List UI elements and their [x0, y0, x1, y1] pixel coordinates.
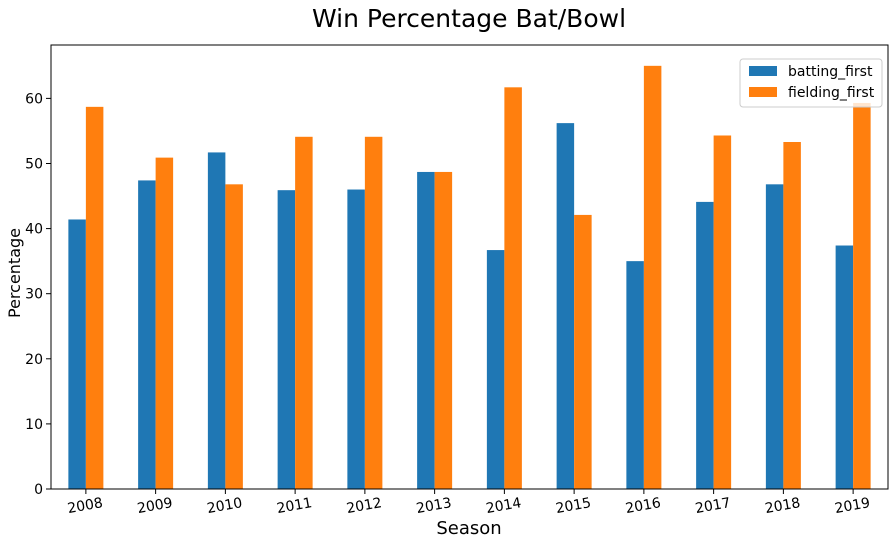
x-tick-label: 2011: [275, 495, 313, 517]
bar-batting_first-2012: [347, 189, 365, 489]
bar-fielding_first-2019: [853, 102, 871, 489]
bar-fielding_first-2017: [713, 135, 732, 489]
x-axis-label: Season: [436, 518, 501, 539]
x-tick-label: 2018: [764, 495, 802, 517]
bar-batting_first-2010: [207, 152, 226, 489]
bar-batting_first-2013: [417, 171, 435, 490]
x-tick-label: 2014: [485, 495, 523, 517]
y-axis: 0 10 20 30 40 50 60: [25, 91, 51, 498]
bar-batting_first-2009: [138, 180, 156, 489]
y-tick-label: 10: [25, 417, 43, 433]
bar-batting_first-2015: [556, 123, 575, 489]
y-tick-label: 60: [25, 91, 43, 107]
x-tick-label: 2010: [206, 495, 244, 517]
x-tick-label: 2019: [833, 495, 871, 517]
bar-fielding_first-2010: [225, 184, 243, 489]
y-tick-label: 20: [25, 352, 43, 368]
legend-label: fielding_first: [788, 85, 875, 101]
plot-frame: [50, 44, 889, 490]
bar-fielding_first-2015: [574, 214, 592, 489]
x-tick-label: 2013: [415, 495, 453, 517]
bar-batting_first-2019: [835, 245, 854, 489]
x-tick-label: 2012: [345, 495, 383, 517]
legend-swatch: [749, 66, 777, 76]
legend: batting_first fielding_first: [739, 58, 883, 108]
chart-title: Win Percentage Bat/Bowl: [312, 4, 626, 33]
x-tick-label: 2017: [694, 495, 732, 517]
y-tick-label: 40: [25, 222, 43, 238]
bar-batting_first-2011: [277, 190, 296, 489]
bar-fielding_first-2009: [155, 157, 174, 489]
bar-fielding_first-2012: [364, 136, 383, 489]
legend-label: batting_first: [788, 64, 873, 80]
x-tick-label: 2016: [624, 495, 662, 517]
x-tick-label: 2015: [554, 495, 592, 517]
bar-batting_first-2008: [68, 219, 86, 489]
y-tick-label: 0: [34, 482, 43, 498]
bar-fielding_first-2013: [434, 171, 453, 490]
bar-fielding_first-2008: [85, 106, 104, 489]
y-tick-label: 30: [25, 287, 43, 303]
y-axis-label: Percentage: [5, 228, 24, 318]
bar-fielding_first-2011: [295, 136, 313, 489]
legend-swatch: [749, 87, 777, 97]
y-tick-label: 50: [25, 156, 43, 172]
bar-batting_first-2016: [626, 261, 644, 489]
bar-fielding_first-2018: [783, 142, 801, 489]
bar-fielding_first-2016: [643, 65, 662, 489]
bar-batting_first-2014: [486, 250, 505, 489]
x-tick-label: 2008: [66, 495, 104, 517]
bars-group: [68, 65, 871, 490]
x-tick-label: 2009: [136, 495, 174, 517]
bar-fielding_first-2014: [504, 87, 522, 490]
bar-batting_first-2017: [696, 201, 714, 490]
x-axis: 2008 2009 2010 2011 2012 2013 2014 2015 2016 2017…: [66, 489, 871, 517]
bar-batting_first-2018: [765, 184, 784, 489]
